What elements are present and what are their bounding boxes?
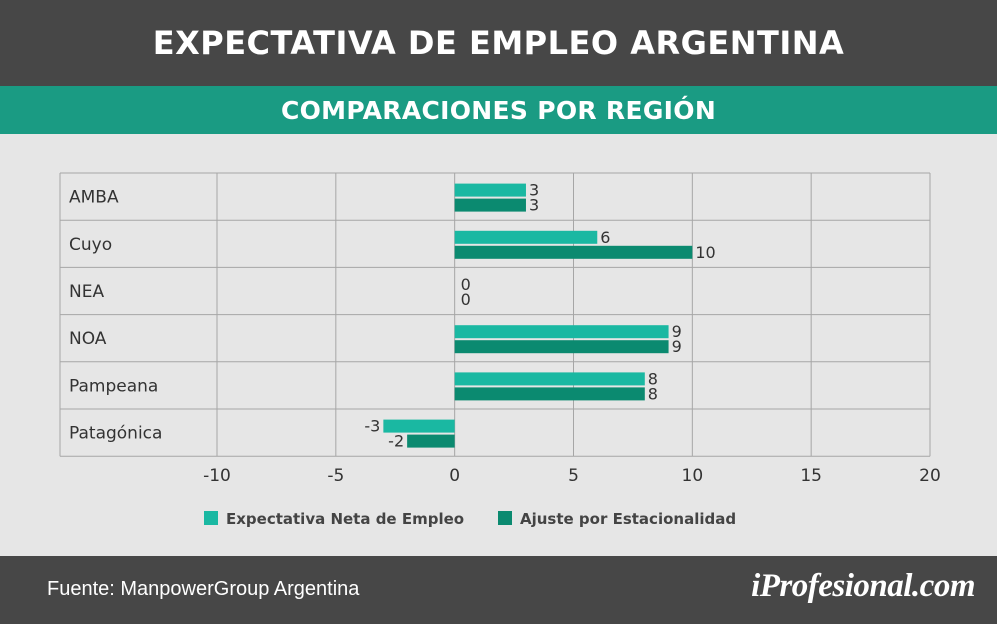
- data-label: -3: [364, 417, 380, 436]
- category-label: NOA: [69, 329, 107, 349]
- data-label: 9: [672, 337, 682, 356]
- legend-label: Ajuste por Estacionalidad: [520, 510, 736, 528]
- data-label: 8: [648, 384, 658, 403]
- chart-title: EXPECTATIVA DE EMPLEO ARGENTINA: [0, 0, 997, 86]
- bar-chart: AMBACuyoNEANOAPampeanaPatagónica36098-33…: [59, 172, 941, 528]
- bar: [454, 183, 526, 197]
- bar: [454, 325, 669, 339]
- data-label: 10: [695, 243, 715, 262]
- chart-subtitle: COMPARACIONES POR REGIÓN: [0, 86, 997, 134]
- x-tick-label: 15: [800, 466, 822, 486]
- footer: Fuente: ManpowerGroup Argentina iProfesi…: [0, 556, 997, 624]
- x-tick-label: -5: [327, 466, 344, 486]
- legend-swatch: [204, 511, 218, 525]
- category-label: Cuyo: [69, 235, 112, 255]
- x-tick-label: -10: [203, 466, 231, 486]
- bar: [407, 434, 455, 448]
- brand-logo[interactable]: iProfesional.com: [751, 568, 975, 604]
- source-text: Fuente: ManpowerGroup Argentina: [47, 578, 360, 600]
- x-tick-label: 0: [449, 466, 460, 486]
- data-label: 0: [461, 275, 471, 294]
- data-label: 0: [461, 290, 471, 309]
- category-label: AMBA: [69, 188, 119, 208]
- x-tick-label: 5: [568, 466, 579, 486]
- category-label: Patagónica: [69, 424, 162, 444]
- data-label: 3: [529, 181, 539, 200]
- category-label: NEA: [69, 282, 104, 302]
- legend-label: Expectativa Neta de Empleo: [226, 510, 464, 528]
- bar: [454, 198, 526, 212]
- bar: [454, 230, 598, 244]
- data-label: 8: [648, 369, 658, 388]
- x-tick-label: 10: [682, 466, 704, 486]
- data-label: 6: [600, 228, 610, 247]
- data-label: -2: [388, 432, 404, 451]
- bar: [454, 372, 645, 386]
- category-label: Pampeana: [69, 376, 158, 396]
- legend-swatch: [498, 511, 512, 525]
- data-label: 3: [529, 196, 539, 215]
- bar: [383, 419, 455, 433]
- bar: [454, 245, 693, 259]
- data-label: 9: [672, 322, 682, 341]
- bar: [454, 340, 669, 354]
- x-tick-label: 20: [919, 466, 941, 486]
- bar: [454, 387, 645, 401]
